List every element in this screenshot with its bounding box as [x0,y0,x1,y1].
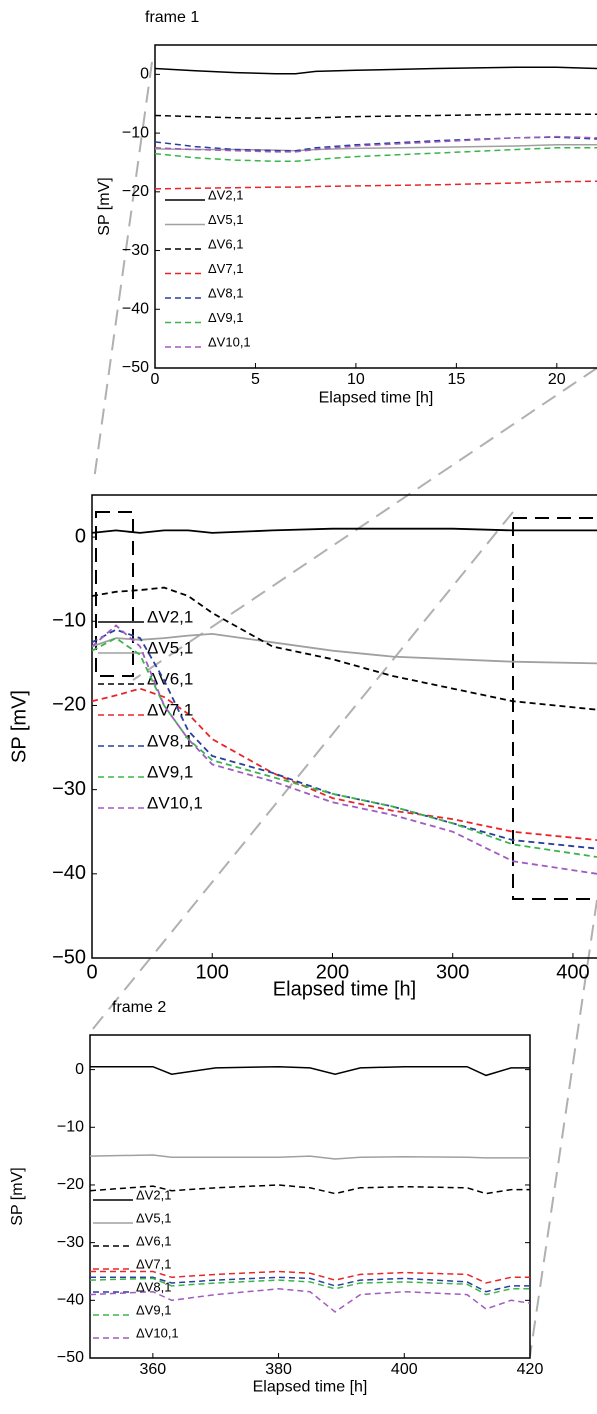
legend-label: ΔV8,1 [208,285,243,300]
x-axis-label: Elapsed time [h] [253,1379,368,1396]
legend-label: ΔV9,1 [147,762,193,781]
legend-label: ΔV10,1 [147,793,203,812]
series-line [90,1277,530,1296]
legend-label: ΔV8,1 [136,1279,171,1294]
x-tick-label: 10 [347,371,365,388]
series-line [92,632,597,665]
x-axis-label: Elapsed time [h] [319,390,434,407]
legend-label: ΔV5,1 [147,638,193,657]
series-line [92,527,597,534]
axes-frame [91,494,597,959]
plot-area: ΔV2,1 ΔV5,1 ΔV6,1 ΔV7,1 ΔV8,1 ΔV9,1 ΔV10,1 [90,1065,530,1340]
connector [132,367,597,681]
series-line [155,135,597,153]
x-tick-label: 420 [517,1361,544,1378]
legend-label: ΔV5,1 [136,1210,171,1225]
legend-label: ΔV10,1 [136,1325,179,1340]
plot-area: ΔV2,1 ΔV5,1 ΔV6,1 ΔV7,1 ΔV8,1 ΔV9,1 ΔV10,1 [92,527,597,875]
series-line [92,637,597,858]
y-tick-label: −40 [52,862,86,884]
y-tick-label: −50 [52,946,86,968]
zoom-boxes [95,511,597,900]
legend-label: ΔV10,1 [208,334,251,349]
legend-label: ΔV5,1 [208,212,243,227]
y-tick-label: −30 [57,1234,84,1251]
series-line [90,1270,530,1284]
x-tick-label: 0 [151,371,160,388]
series-line [92,624,597,875]
legend-label: ΔV7,1 [147,700,193,719]
legend-label: ΔV6,1 [208,236,243,251]
axes-frame [154,44,597,369]
x-tick-label: 20 [548,371,566,388]
x-tick-label: 400 [391,1361,418,1378]
zoom-connectors [91,61,597,1357]
y-tick-label: −30 [122,242,149,259]
y-tick-label: −10 [122,124,149,141]
x-tick-label: 15 [447,371,465,388]
frame-1-box [95,511,134,677]
legend-label: ΔV6,1 [147,669,193,688]
x-tick-label: 360 [140,1361,167,1378]
plot-area: ΔV2,1 ΔV5,1 ΔV6,1 ΔV7,1 ΔV8,1 ΔV9,1 ΔV10,1 [155,66,597,349]
y-tick-label: −20 [52,694,86,716]
y-tick-label: −20 [122,183,149,200]
series-line [90,1154,530,1160]
y-tick-label: 0 [75,525,86,547]
chart-title: frame 1 [145,9,199,26]
legend-label: ΔV2,1 [136,1187,171,1202]
y-tick-label: −40 [122,300,149,317]
x-tick-label: 5 [251,371,260,388]
series-line [155,66,597,75]
chart-panel: frame 2 0 −10 −20 −30 −40 −50 360 380 400 420 Elaps… [9,999,543,1395]
x-axis-label: Elapsed time [h] [273,978,416,1000]
x-tick-label: 380 [265,1361,292,1378]
legend-label: ΔV6,1 [136,1233,171,1248]
y-tick-label: 0 [140,66,149,83]
y-tick-label: −50 [57,1349,84,1366]
x-tick-label: 100 [196,961,229,983]
series-line [155,113,597,120]
connector [91,511,514,1031]
y-axis-label: SP [mV] [8,690,30,763]
legend-label: ΔV2,1 [208,187,243,202]
y-tick-label: −30 [52,778,86,800]
y-axis-label: SP [mV] [9,1167,26,1225]
x-tick-label: 0 [86,961,97,983]
y-tick-label: −40 [57,1292,84,1309]
series-line [90,1184,530,1195]
series-line [92,586,597,711]
series-line [90,1276,530,1293]
x-tick-label: 300 [436,961,469,983]
series-line [155,147,597,163]
legend-label: ΔV7,1 [208,261,243,276]
legend-label: ΔV2,1 [147,607,193,626]
frame-2-box [512,517,597,900]
series-line [155,180,597,190]
y-tick-label: −10 [57,1119,84,1136]
legend-label: ΔV7,1 [136,1256,171,1271]
series-line [92,687,597,841]
series-line [90,1288,530,1313]
x-tick-label: 200 [316,961,349,983]
legend-label: ΔV9,1 [136,1302,171,1317]
y-tick-label: −10 [52,610,86,632]
y-axis-label: SP [mV] [96,177,113,235]
y-tick-label: −20 [57,1176,84,1193]
legend-label: ΔV9,1 [208,310,243,325]
legend-label: ΔV8,1 [147,731,193,750]
y-tick-label: 0 [75,1061,84,1078]
chart-title: frame 2 [112,999,166,1016]
connector [529,899,597,1357]
x-tick-label: 400 [556,961,589,983]
connector [93,61,153,481]
series-line [90,1065,530,1077]
y-tick-label: −50 [122,359,149,376]
